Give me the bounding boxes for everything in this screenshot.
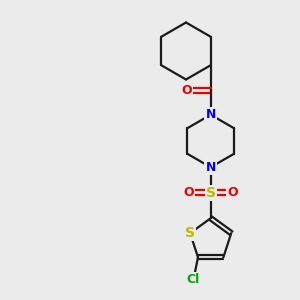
Text: Cl: Cl: [187, 273, 200, 286]
Text: O: O: [227, 186, 238, 199]
Text: N: N: [206, 161, 216, 174]
Text: O: O: [182, 84, 192, 97]
Text: S: S: [185, 226, 195, 240]
Text: N: N: [206, 108, 216, 121]
Text: O: O: [184, 186, 194, 199]
Text: S: S: [206, 186, 216, 200]
